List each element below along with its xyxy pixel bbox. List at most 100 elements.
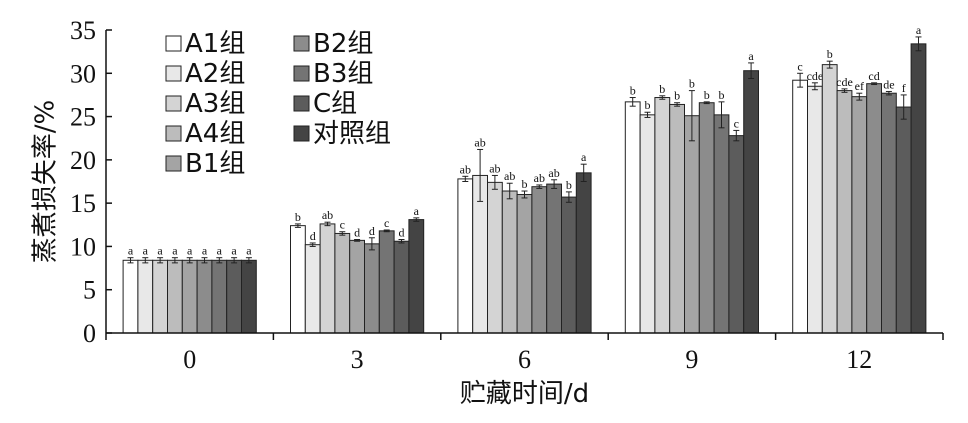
significance-label: a (246, 244, 252, 258)
legend-label: C组 (313, 89, 357, 119)
significance-label: a (187, 244, 193, 258)
bar-3-cat-12 (821, 64, 838, 334)
legend-swatch (293, 35, 310, 52)
bar-6-cat-12 (866, 83, 883, 334)
bar-9-cat-3 (408, 219, 425, 334)
bar-8-cat-9 (728, 135, 745, 334)
significance-label: c (384, 216, 389, 230)
significance-label: a (916, 23, 922, 37)
x-tick-label: 0 (183, 345, 196, 374)
legend-label: B2组 (313, 29, 373, 59)
significance-label: b (630, 84, 636, 98)
significance-label: b (645, 98, 651, 112)
significance-label: c (340, 218, 345, 232)
bar-5-cat-0 (181, 259, 198, 334)
bar-5-cat-9 (684, 115, 700, 334)
y-tick-label: 15 (70, 189, 96, 218)
significance-label: c (734, 116, 739, 130)
significance-label: b (719, 88, 725, 102)
legend-swatch (165, 35, 182, 52)
significance-label: f (902, 81, 906, 95)
axes: 0 5 10 15 20 25 30 35 0 3 6 9 12 (70, 16, 944, 374)
bar-8-cat-6 (561, 196, 577, 334)
bar-1-cat-12 (792, 79, 809, 334)
significance-label: a (414, 204, 420, 218)
bar-5-cat-12 (851, 96, 868, 334)
bar-4-cat-9 (669, 103, 686, 334)
legend-swatch (165, 65, 182, 82)
bar-7-cat-0 (211, 259, 228, 334)
bar-1-cat-9 (624, 101, 641, 334)
significance-label: a (231, 244, 237, 258)
y-tick-label: 20 (70, 146, 96, 175)
bar-7-cat-9 (713, 114, 730, 334)
bar-8-cat-0 (226, 259, 242, 334)
legend-label: B1组 (185, 149, 245, 179)
bar-2-cat-12 (807, 85, 823, 334)
y-tick-label: 30 (70, 59, 96, 88)
significance-label: ab (489, 161, 500, 175)
significance-label: a (143, 244, 149, 258)
significance-label: a (748, 49, 754, 63)
legend-label: B3组 (313, 59, 373, 89)
legend-swatch (165, 155, 182, 172)
significance-label: d (354, 226, 360, 240)
x-tick-label: 9 (685, 345, 698, 374)
bar-4-cat-0 (167, 259, 183, 334)
x-tick-label: 6 (518, 345, 531, 374)
significance-label: ab (460, 162, 471, 176)
significance-label: de (883, 77, 894, 91)
significance-label: ab (474, 135, 485, 149)
x-tick-label: 12 (846, 345, 872, 374)
significance-label: a (217, 244, 223, 258)
bar-9-cat-9 (743, 70, 760, 334)
significance-label: ab (548, 166, 559, 180)
y-tick-label: 25 (70, 103, 96, 132)
legend-label: A4组 (185, 119, 245, 149)
y-tick-label: 0 (83, 319, 96, 348)
significance-label: b (295, 210, 301, 224)
bar-3-cat-6 (487, 181, 503, 334)
bar-1-cat-3 (290, 225, 306, 334)
bar-3-cat-9 (654, 97, 671, 334)
significance-label: ef (855, 79, 864, 93)
bar-1-cat-6 (457, 178, 474, 334)
y-axis-title: 蒸煮损失率/% (31, 100, 61, 263)
significance-label: a (128, 244, 134, 258)
significance-label: d (399, 226, 405, 240)
bar-9-cat-0 (241, 259, 257, 334)
bar-5-cat-6 (516, 193, 533, 334)
bar-7-cat-12 (881, 92, 897, 334)
significance-label: cde (836, 75, 853, 89)
bar-3-cat-3 (319, 223, 336, 334)
significance-label: b (674, 89, 680, 103)
bar-3-cat-0 (152, 259, 168, 334)
legend-label: 对照组 (313, 119, 391, 149)
legend-swatch (165, 125, 182, 142)
significance-label: ab (504, 169, 515, 183)
bar-5-cat-3 (349, 239, 366, 334)
legend-label: A3组 (185, 89, 245, 119)
significance-label: b (689, 77, 695, 91)
significance-label: cd (868, 69, 879, 83)
bar-7-cat-3 (378, 230, 395, 334)
x-tick-label: 3 (351, 345, 364, 374)
y-tick-label: 10 (70, 232, 96, 261)
significance-label: d (369, 224, 375, 238)
bar-9-cat-6 (575, 172, 592, 334)
significance-label: a (157, 244, 163, 258)
significance-label: ab (322, 208, 333, 222)
bar-7-cat-6 (546, 183, 563, 334)
bar-8-cat-3 (393, 240, 410, 334)
bar-6-cat-6 (531, 186, 548, 334)
significance-label: b (522, 177, 528, 191)
legend-label: A2组 (185, 59, 245, 89)
bar-4-cat-12 (836, 90, 853, 334)
bar-2-cat-9 (639, 114, 656, 334)
legend-swatch (293, 95, 310, 112)
bar-2-cat-3 (304, 244, 321, 334)
x-axis-title: 贮藏时间/d (460, 379, 589, 409)
y-tick-label: 5 (83, 276, 96, 305)
significance-label: ab (534, 171, 545, 185)
